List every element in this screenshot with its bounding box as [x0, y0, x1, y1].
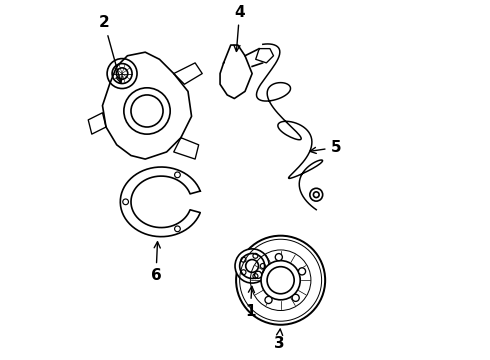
Circle shape: [265, 296, 272, 303]
Circle shape: [298, 268, 306, 275]
Circle shape: [292, 294, 299, 301]
Polygon shape: [121, 167, 200, 237]
Circle shape: [112, 64, 132, 84]
Polygon shape: [174, 63, 202, 84]
Circle shape: [124, 88, 170, 134]
Text: 5: 5: [310, 140, 341, 155]
Text: 2: 2: [99, 15, 122, 83]
Polygon shape: [174, 138, 198, 159]
Circle shape: [261, 261, 300, 300]
Text: 4: 4: [234, 5, 245, 51]
Circle shape: [236, 236, 325, 325]
Polygon shape: [256, 49, 273, 63]
Circle shape: [254, 271, 262, 278]
Circle shape: [107, 59, 137, 89]
Text: 1: 1: [245, 286, 255, 319]
Text: 3: 3: [273, 329, 284, 351]
Polygon shape: [102, 52, 192, 159]
Text: 6: 6: [150, 242, 161, 283]
Circle shape: [235, 249, 269, 283]
Polygon shape: [220, 45, 252, 99]
Circle shape: [310, 188, 323, 201]
Circle shape: [275, 253, 282, 261]
Polygon shape: [88, 113, 106, 134]
